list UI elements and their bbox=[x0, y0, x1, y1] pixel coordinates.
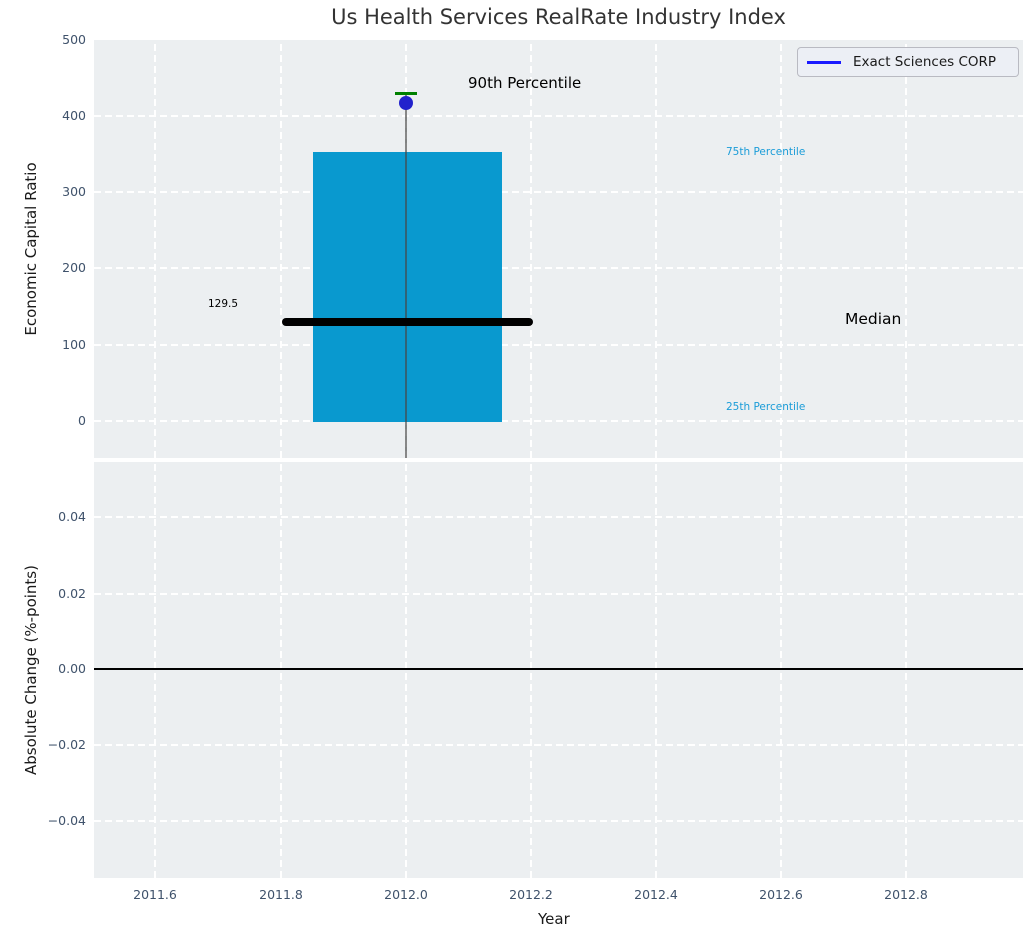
gridline-v bbox=[530, 40, 532, 458]
y-axis-label-top: Economic Capital Ratio bbox=[22, 162, 40, 336]
annotation-median-value: 129.5 bbox=[208, 298, 239, 310]
ytick-label: 0.02 bbox=[58, 586, 86, 601]
90th-percentile-marker bbox=[395, 92, 417, 95]
gridline-v bbox=[655, 40, 657, 458]
xtick-label: 2012.0 bbox=[384, 887, 428, 902]
legend-line-sample-icon bbox=[807, 60, 841, 64]
interquartile-box bbox=[313, 152, 502, 422]
subplot-divider bbox=[94, 458, 1023, 462]
gridline-v bbox=[154, 462, 156, 878]
bottom-plot-area bbox=[94, 462, 1023, 878]
x-axis-label: Year bbox=[538, 910, 570, 928]
gridline-h bbox=[94, 820, 1023, 822]
xtick-label: 2011.8 bbox=[259, 887, 303, 902]
ytick-label: 0 bbox=[78, 413, 86, 428]
gridline-v bbox=[154, 40, 156, 458]
zero-baseline bbox=[94, 668, 1023, 670]
ytick-label: 0.00 bbox=[58, 661, 86, 676]
chart-title: Us Health Services RealRate Industry Ind… bbox=[331, 5, 786, 29]
ytick-label: 300 bbox=[62, 184, 86, 199]
xtick-label: 2012.2 bbox=[509, 887, 553, 902]
gridline-h bbox=[94, 267, 1023, 269]
gridline-v bbox=[405, 462, 407, 878]
gridline-h bbox=[94, 516, 1023, 518]
gridline-v bbox=[280, 462, 282, 878]
gridline-v bbox=[280, 40, 282, 458]
annotation-75th-percentile: 75th Percentile bbox=[726, 146, 806, 158]
company-point-marker bbox=[399, 96, 413, 110]
gridline-v bbox=[905, 40, 907, 458]
ytick-label: −0.02 bbox=[47, 737, 86, 752]
gridline-h bbox=[94, 344, 1023, 346]
gridline-h bbox=[94, 593, 1023, 595]
legend: Exact Sciences CORP bbox=[797, 47, 1019, 77]
gridline-v bbox=[780, 40, 782, 458]
top-plot-area: 90th Percentile 75th Percentile 25th Per… bbox=[94, 40, 1023, 498]
xtick-label: 2012.4 bbox=[634, 887, 678, 902]
gridline-h bbox=[94, 115, 1023, 117]
xtick-label: 2012.8 bbox=[884, 887, 928, 902]
annotation-90th-percentile: 90th Percentile bbox=[468, 74, 582, 92]
ytick-label: 400 bbox=[62, 108, 86, 123]
legend-label: Exact Sciences CORP bbox=[853, 54, 997, 70]
ytick-label: 100 bbox=[62, 337, 86, 352]
y-axis-label-bottom: Absolute Change (%-points) bbox=[22, 565, 40, 775]
gridline-h bbox=[94, 420, 1023, 422]
ytick-label: 200 bbox=[62, 260, 86, 275]
xtick-label: 2011.6 bbox=[133, 887, 177, 902]
xtick-label: 2012.6 bbox=[759, 887, 803, 902]
median-line bbox=[282, 318, 533, 326]
gridline-h bbox=[94, 744, 1023, 746]
gridline-v bbox=[905, 462, 907, 878]
ytick-label: 0.04 bbox=[58, 509, 86, 524]
ytick-label: −0.04 bbox=[47, 813, 86, 828]
ytick-label: 500 bbox=[62, 32, 86, 47]
gridline-h bbox=[94, 191, 1023, 193]
gridline-v bbox=[530, 462, 532, 878]
annotation-median: Median bbox=[845, 310, 902, 328]
annotation-25th-percentile: 25th Percentile bbox=[726, 401, 806, 413]
gridline-v bbox=[655, 462, 657, 878]
whisker-line bbox=[405, 92, 407, 498]
gridline-v bbox=[780, 462, 782, 878]
